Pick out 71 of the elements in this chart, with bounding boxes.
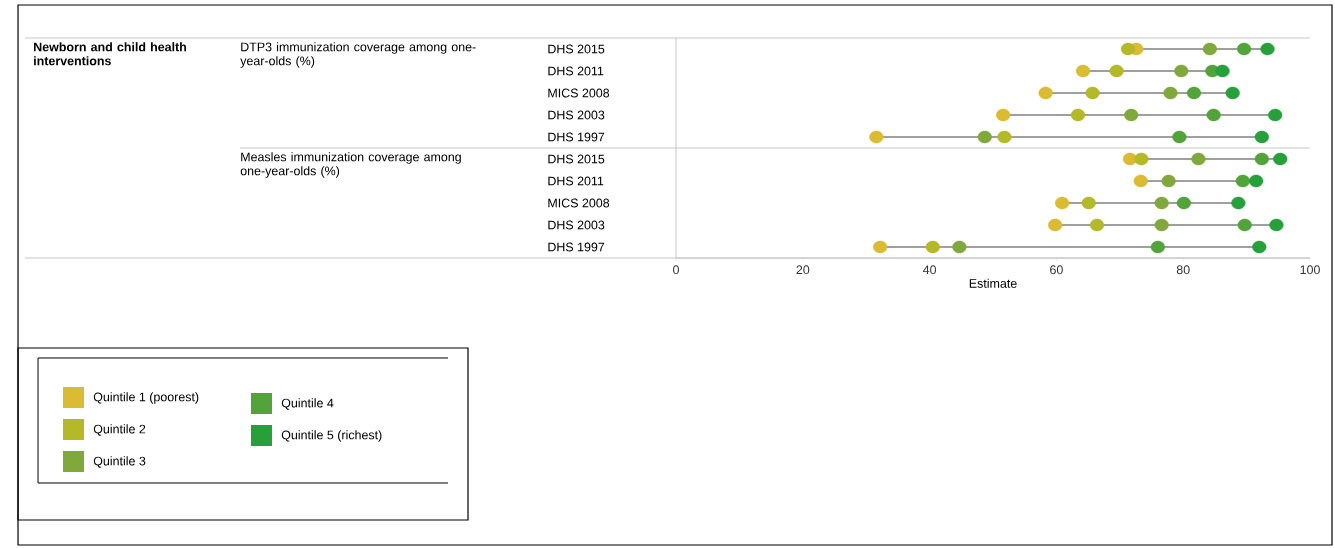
point xyxy=(1163,86,1178,100)
point xyxy=(1124,108,1139,122)
y-tick-label: DHS 1997 xyxy=(548,242,605,252)
x-tick-label: 20 xyxy=(796,265,810,275)
point xyxy=(1085,86,1100,100)
legend-label: Quintile 3 xyxy=(93,456,146,468)
y-tick-label: DHS 2011 xyxy=(548,66,604,76)
point xyxy=(1260,42,1275,56)
point xyxy=(869,130,884,144)
point xyxy=(1236,42,1252,56)
point xyxy=(1120,42,1136,56)
point xyxy=(1237,218,1252,232)
text: Newborn and child health interventions xyxy=(34,42,187,66)
point xyxy=(873,240,888,254)
y-tick-label: DHS 2011 xyxy=(548,176,604,186)
point xyxy=(1134,152,1149,166)
point xyxy=(952,240,967,254)
x-tick-label: 0 xyxy=(673,265,679,275)
point xyxy=(1172,130,1187,144)
point xyxy=(1215,64,1230,78)
point xyxy=(997,130,1012,144)
point xyxy=(1174,64,1189,78)
point xyxy=(1089,218,1105,232)
point xyxy=(1191,152,1206,166)
x-tick-label: 40 xyxy=(922,265,937,275)
point xyxy=(1235,174,1250,188)
point xyxy=(1154,196,1169,210)
point xyxy=(1254,152,1269,166)
point xyxy=(1154,218,1169,232)
y-tick-label: DHS 2003 xyxy=(548,220,605,230)
x-tick-label: 80 xyxy=(1176,265,1190,275)
point xyxy=(1075,64,1091,78)
legend-label: Quintile 5 (richest) xyxy=(281,430,382,442)
x-axis-title: Estimate xyxy=(969,278,1017,288)
y-tick-label: MICS 2008 xyxy=(548,88,610,98)
point xyxy=(1070,108,1086,122)
x-tick-label: 60 xyxy=(1050,265,1063,275)
point xyxy=(1109,64,1124,78)
point xyxy=(977,130,992,144)
point xyxy=(1161,174,1176,188)
point xyxy=(1150,240,1165,254)
legend-label: Quintile 1 (poorest) xyxy=(93,392,199,404)
legend-label: Quintile 2 xyxy=(93,424,146,436)
point xyxy=(1273,152,1288,166)
point xyxy=(1225,86,1240,100)
y-tick-label: DHS 2015 xyxy=(548,154,605,164)
point xyxy=(1252,240,1267,254)
point xyxy=(925,240,940,254)
point xyxy=(1176,196,1191,210)
point xyxy=(1202,42,1217,56)
x-tick-label: 100 xyxy=(1300,265,1320,275)
point xyxy=(1048,218,1063,232)
point xyxy=(1206,108,1221,122)
point xyxy=(1249,174,1264,188)
point xyxy=(1269,218,1284,232)
point xyxy=(1254,130,1269,144)
legend-label: Quintile 4 xyxy=(281,398,334,410)
text: Measles immunization coverage among one-year-olds (%) xyxy=(240,152,461,178)
point xyxy=(1081,196,1096,210)
point xyxy=(1055,196,1070,210)
point xyxy=(996,108,1011,122)
y-tick-label: DHS 1997 xyxy=(548,132,605,142)
y-tick-label: MICS 2008 xyxy=(548,198,610,208)
point xyxy=(1186,86,1202,100)
point xyxy=(1231,196,1246,210)
y-tick-label: DHS 2003 xyxy=(548,110,605,120)
point xyxy=(1038,86,1053,100)
y-tick-label: DHS 2015 xyxy=(548,44,605,54)
point xyxy=(1268,108,1283,122)
text: DTP3 immunization coverage among one-year-olds (%) xyxy=(240,42,476,68)
point xyxy=(1133,174,1148,188)
